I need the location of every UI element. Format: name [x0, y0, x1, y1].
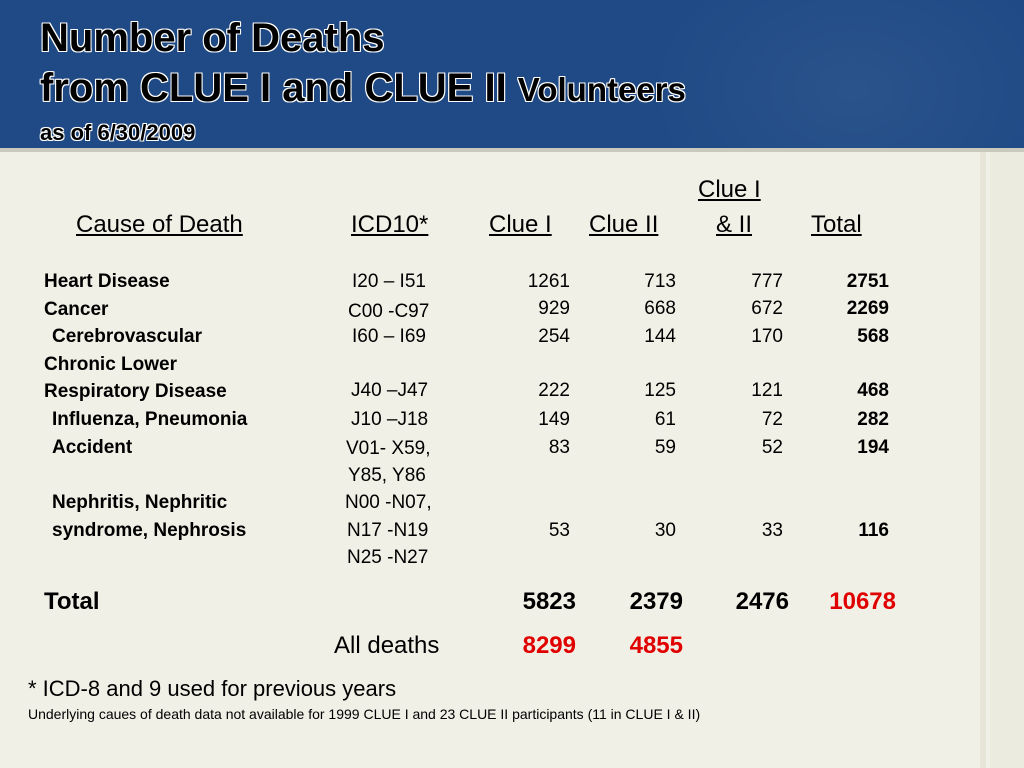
row-clue2: 59 [654, 437, 676, 458]
row-clue2: 713 [644, 271, 676, 292]
row-cause: Accident [52, 437, 133, 458]
totals-label: Total [44, 588, 100, 615]
right-rail-line [980, 152, 986, 768]
totals-clue1: 5823 [522, 588, 576, 615]
col-header-cause: Cause of Death [76, 211, 243, 238]
totals-clue2: 2379 [629, 588, 683, 615]
col-header-clue2: Clue II [589, 211, 659, 238]
all-deaths-clue2: 4855 [629, 632, 683, 659]
row-clue2: 30 [654, 520, 676, 541]
row-clue1: 254 [538, 326, 570, 347]
row-icd: I20 – I51 [352, 271, 426, 292]
row-clue1: 1261 [527, 271, 570, 292]
right-margin-band [990, 152, 1024, 768]
row-both: 777 [751, 271, 783, 292]
row-cause: Influenza, Pneumonia [52, 409, 248, 430]
page-title: Number of Deaths [40, 16, 385, 60]
row-clue2: 144 [644, 326, 676, 347]
row-cause: Cerebrovascular [52, 326, 202, 347]
row-both: 672 [751, 298, 783, 319]
title-volunteers-text: Volunteers [517, 71, 686, 108]
totals-both: 2476 [735, 588, 789, 615]
row-both: 52 [761, 437, 783, 458]
header-divider [0, 148, 1024, 152]
page-title-line2: from CLUE I and CLUE II Volunteers [40, 66, 686, 111]
row-icd: C00 -C97 [348, 301, 430, 322]
title-banner: Number of Deaths from CLUE I and CLUE II… [0, 0, 1024, 148]
totals-grand-total: 10678 [829, 588, 896, 615]
row-cause-line2: syndrome, Nephrosis [52, 520, 247, 541]
row-cause: Nephritis, Nephritic [52, 492, 228, 513]
row-clue1: 83 [548, 437, 570, 458]
row-clue1: 149 [538, 409, 570, 430]
row-clue1: 222 [538, 380, 570, 401]
row-clue1: 929 [538, 298, 570, 319]
row-total: 194 [857, 437, 889, 458]
row-icd-line2: N17 -N19 [347, 520, 429, 541]
icd-footnote: * ICD-8 and 9 used for previous years [28, 676, 397, 701]
row-icd-line3: N25 -N27 [347, 547, 429, 568]
all-deaths-label: All deaths [334, 632, 440, 659]
as-of-date: as of 6/30/2009 [40, 120, 196, 145]
row-total: 568 [857, 326, 889, 347]
col-header-total: Total [811, 211, 862, 238]
row-icd: J40 –J47 [351, 380, 429, 401]
row-cause-line2: Respiratory Disease [44, 381, 227, 402]
row-both: 33 [761, 520, 783, 541]
col-header-clue1: Clue I [489, 211, 552, 238]
data-footnote: Underlying caues of death data not avail… [28, 706, 701, 722]
row-total: 282 [857, 409, 889, 430]
row-clue2: 668 [644, 298, 676, 319]
row-clue1: 53 [548, 520, 570, 541]
all-deaths-clue1: 8299 [522, 632, 576, 659]
row-icd: J10 –J18 [351, 409, 429, 430]
row-total: 2751 [846, 271, 889, 292]
row-total: 116 [858, 520, 889, 541]
banner-decoration [644, 0, 1024, 148]
row-clue2: 61 [654, 409, 676, 430]
row-icd: V01- X59, [346, 438, 431, 459]
row-cause: Heart Disease [44, 271, 170, 292]
row-both: 121 [751, 380, 783, 401]
row-clue2: 125 [644, 380, 676, 401]
row-both: 170 [751, 326, 783, 347]
row-cause: Cancer [44, 299, 109, 320]
col-header-icd: ICD10* [351, 211, 429, 238]
row-icd: I60 – I69 [352, 326, 426, 347]
row-total: 468 [857, 380, 889, 401]
col-header-both-line2: & II [716, 211, 753, 238]
row-total: 2269 [846, 298, 889, 319]
row-icd: N00 -N07, [345, 492, 432, 513]
row-cause: Chronic Lower [44, 354, 178, 375]
col-header-both-line1: Clue I [698, 176, 761, 203]
row-both: 72 [761, 409, 783, 430]
row-icd-line2: Y85, Y86 [348, 465, 426, 486]
title-main-text: from CLUE I and CLUE II [40, 66, 518, 110]
